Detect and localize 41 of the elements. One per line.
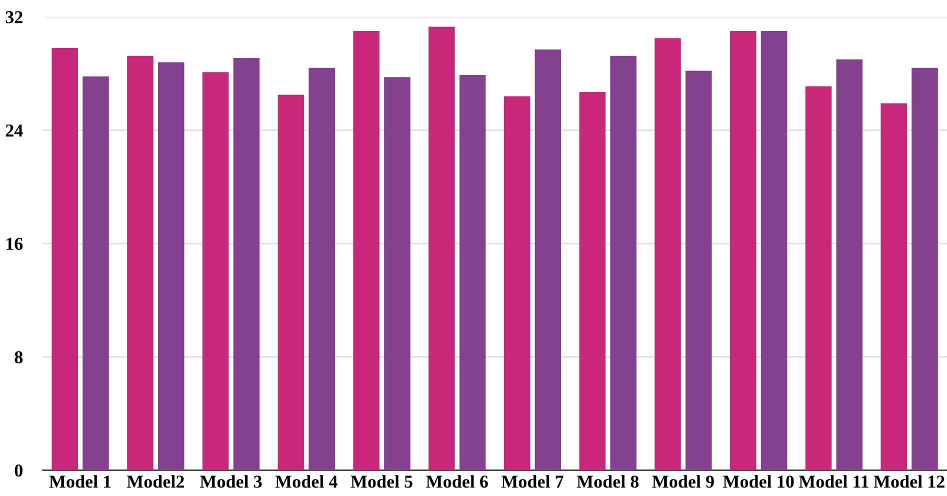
bar (730, 31, 756, 470)
bar (82, 76, 109, 470)
x-tick-label: Model 5 (350, 475, 412, 488)
y-tick-label: 32 (6, 11, 22, 24)
x-tick-label: Model 1 (49, 475, 111, 488)
bar (158, 62, 184, 470)
bar (428, 26, 455, 470)
y-tick-label: 0 (14, 464, 22, 477)
bar (504, 96, 530, 470)
x-tick-label: Model 9 (652, 475, 714, 488)
bar (912, 68, 938, 470)
bar (278, 94, 304, 470)
x-tick-label: Model 10 (723, 475, 794, 488)
bar (686, 70, 712, 470)
x-tick-label: Model 3 (200, 475, 262, 488)
x-tick-label: Model 7 (501, 475, 564, 488)
bar (52, 48, 78, 470)
bar (127, 56, 154, 470)
x-tick-label: Model 12 (874, 475, 944, 488)
x-tick-label: Model 4 (275, 475, 338, 488)
bar (459, 74, 486, 470)
bar (233, 58, 260, 470)
bar (384, 77, 410, 470)
y-tick-label: 16 (6, 238, 23, 250)
bar (654, 38, 681, 470)
x-tick-label: Model2 (126, 475, 184, 488)
bar (760, 31, 788, 470)
bar (836, 59, 863, 470)
bar (202, 72, 229, 470)
bar (610, 56, 636, 470)
bar (880, 103, 907, 470)
x-tick-label: Model 11 (798, 475, 868, 488)
bar (534, 49, 562, 470)
y-tick-label: 24 (6, 124, 23, 136)
y-tick-label: 8 (14, 351, 23, 364)
bar (579, 92, 606, 470)
bar (308, 68, 335, 470)
x-tick-label: Model 6 (426, 475, 488, 488)
x-tick-label: Model 8 (576, 475, 639, 488)
bar (353, 31, 380, 470)
bar (805, 86, 832, 470)
